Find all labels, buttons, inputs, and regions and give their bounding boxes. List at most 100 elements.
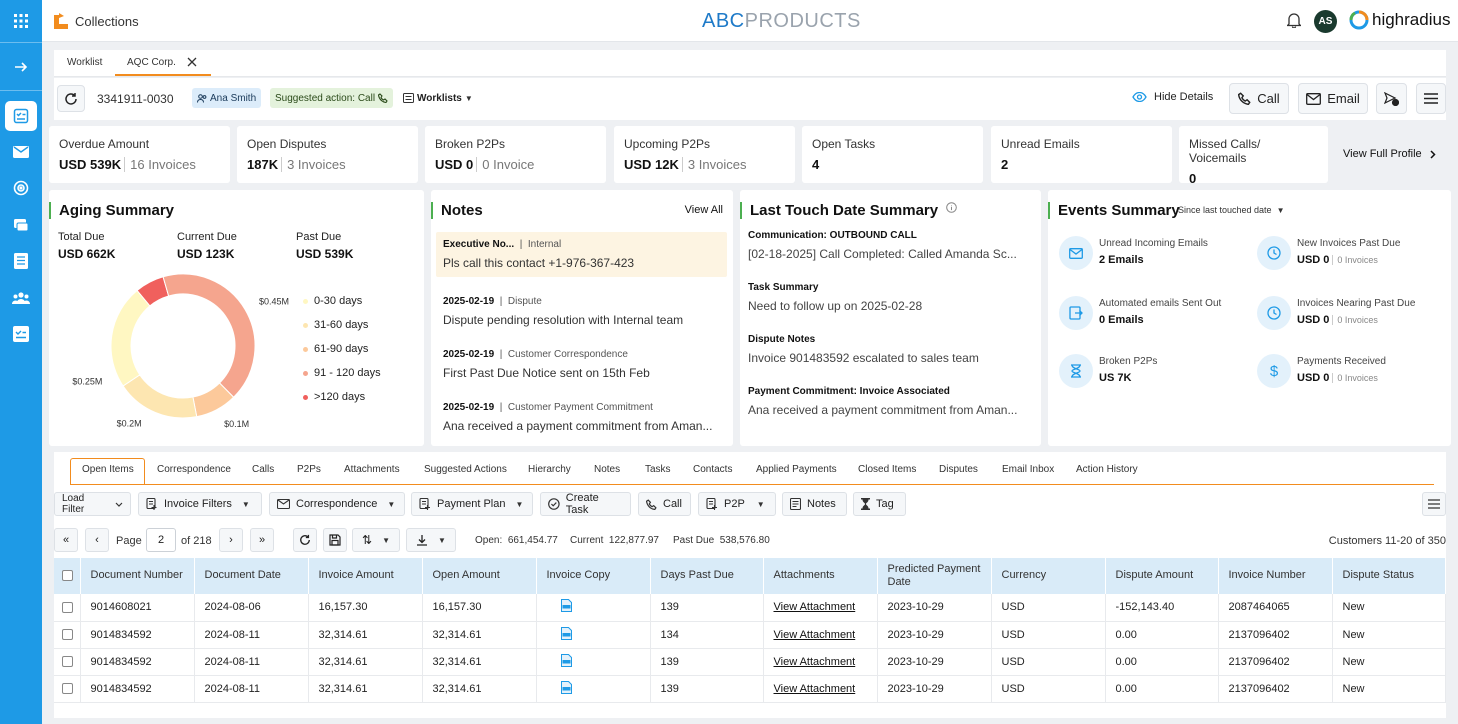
tab-tasks[interactable]: Tasks — [645, 464, 671, 475]
tab-open-items[interactable]: Open Items — [82, 464, 134, 475]
tab-email-inbox[interactable]: Email Inbox — [1002, 464, 1055, 475]
table-row[interactable]: 9014834592 2024-08-11 32,314.61 32,314.61 13… — [54, 621, 1446, 649]
col-open-amount[interactable]: Open Amount — [422, 558, 537, 594]
col-invoice-number[interactable]: Invoice Number — [1218, 558, 1333, 594]
tab-suggested-actions[interactable]: Suggested Actions — [424, 464, 507, 475]
prev-page-button[interactable]: ‹ — [85, 528, 109, 552]
col-attachments[interactable]: Attachments — [763, 558, 878, 594]
sidebar-team-icon[interactable] — [5, 283, 37, 313]
events-filter-dropdown[interactable]: Since last touched date ▼ — [1178, 205, 1285, 215]
col-dispute-status[interactable]: Dispute Status — [1332, 558, 1446, 594]
tab-applied-payments[interactable]: Applied Payments — [756, 464, 837, 475]
call-button[interactable]: Call — [1229, 83, 1289, 114]
kpi-open-tasks[interactable]: Open Tasks 4 — [802, 126, 983, 183]
toolbar-call-button[interactable]: Call — [638, 492, 691, 516]
view-attachment-link[interactable]: View Attachment — [773, 601, 856, 614]
row-checkbox[interactable] — [62, 656, 73, 668]
menu-button[interactable] — [1416, 83, 1446, 114]
kpi-overdue-amount[interactable]: Overdue Amount USD 539K 16 Invoices — [49, 126, 230, 183]
invoice-filters-button[interactable]: Invoice Filters ▼ — [138, 492, 262, 516]
expand-arrow-icon[interactable] — [5, 52, 37, 82]
col-document-number[interactable]: Document Number — [80, 558, 195, 594]
pdf-icon[interactable] — [560, 653, 572, 670]
tab-disputes[interactable]: Disputes — [939, 464, 978, 475]
tab-closed-items[interactable]: Closed Items — [858, 464, 917, 475]
col-predicted-payment-date[interactable]: Predicted Payment Date — [877, 558, 992, 594]
sidebar-item-worklist[interactable] — [5, 101, 37, 131]
kpi-missed-calls[interactable]: Missed Calls/ Voicemails 0 — [1179, 126, 1328, 186]
payment-plan-button[interactable]: Payment Plan ▼ — [411, 492, 533, 516]
p2p-button[interactable]: P2P ▼ — [698, 492, 776, 516]
kpi-upcoming-p2ps[interactable]: Upcoming P2Ps USD 12K 3 Invoices — [614, 126, 795, 183]
tab-worklist[interactable]: Worklist — [67, 57, 103, 68]
tab-aqc-corp[interactable]: AQC Corp. — [127, 57, 176, 68]
tab-hierarchy[interactable]: Hierarchy — [528, 464, 571, 475]
note-item[interactable]: Executive No... | Internal Pls call this… — [443, 239, 733, 270]
table-menu-button[interactable] — [1422, 492, 1446, 516]
row-checkbox[interactable] — [62, 683, 73, 695]
sidebar-tasks-icon[interactable] — [5, 319, 37, 349]
page-input[interactable]: 2 — [146, 528, 176, 552]
table-row[interactable]: 9014608021 2024-08-06 16,157.30 16,157.30 13… — [54, 594, 1446, 622]
note-item[interactable]: 2025-02-19 | Customer Payment Commitment… — [443, 402, 733, 433]
create-task-button[interactable]: Create Task — [540, 492, 631, 516]
view-attachment-link[interactable]: View Attachment — [773, 628, 856, 641]
download-button[interactable]: ▼ — [406, 528, 456, 552]
load-filter-dropdown[interactable]: Load Filter — [54, 492, 131, 516]
col-invoice-amount[interactable]: Invoice Amount — [308, 558, 423, 594]
owner-chip[interactable]: Ana Smith — [192, 88, 262, 108]
col-dispute-amount[interactable]: Dispute Amount — [1105, 558, 1219, 594]
col-days-past-due[interactable]: Days Past Due — [650, 558, 764, 594]
sidebar-mail-icon[interactable] — [5, 137, 37, 167]
apps-grid-icon[interactable] — [5, 6, 37, 36]
kpi-unread-emails[interactable]: Unread Emails 2 — [991, 126, 1172, 183]
view-full-profile-link[interactable]: View Full Profile — [1343, 148, 1436, 160]
correspondence-button[interactable]: Correspondence ▼ — [269, 492, 405, 516]
next-page-button[interactable]: › — [219, 528, 243, 552]
toolbar-notes-button[interactable]: Notes — [782, 492, 847, 516]
row-checkbox[interactable] — [62, 629, 73, 641]
sidebar-document-icon[interactable] — [5, 246, 37, 276]
tag-button[interactable]: Tag — [853, 492, 906, 516]
avatar[interactable]: AS — [1314, 10, 1337, 33]
close-tab-icon[interactable] — [187, 56, 197, 70]
donut-slice[interactable] — [122, 374, 198, 419]
donut-slice[interactable] — [110, 289, 151, 387]
table-row[interactable]: 9014834592 2024-08-11 32,314.61 32,314.61 13… — [54, 675, 1446, 703]
refresh-button[interactable] — [57, 85, 85, 112]
view-attachment-link[interactable]: View Attachment — [773, 682, 856, 695]
pdf-icon[interactable] — [560, 599, 572, 615]
note-item[interactable]: 2025-02-19 | Customer Correspondence Fir… — [443, 349, 733, 380]
col-invoice-copy[interactable]: Invoice Copy — [536, 558, 651, 594]
note-item[interactable]: 2025-02-19 | Dispute Dispute pending res… — [443, 296, 733, 327]
tab-p2ps[interactable]: P2Ps — [297, 464, 321, 475]
view-attachment-link[interactable]: View Attachment — [773, 655, 856, 668]
reload-table-button[interactable] — [293, 528, 317, 552]
donut-slice[interactable] — [162, 273, 256, 398]
suggested-action-chip[interactable]: Suggested action: Call — [270, 88, 394, 108]
tab-calls[interactable]: Calls — [252, 464, 275, 475]
info-icon[interactable] — [946, 202, 958, 213]
tab-attachments[interactable]: Attachments — [344, 464, 400, 475]
last-page-button[interactable]: » — [250, 528, 274, 552]
col-document-date[interactable]: Document Date — [194, 558, 309, 594]
worklists-dropdown[interactable]: Worklists ▼ — [398, 88, 478, 108]
kpi-open-disputes[interactable]: Open Disputes 187K 3 Invoices — [237, 126, 418, 183]
view-all-link[interactable]: View All — [684, 204, 723, 216]
col-currency[interactable]: Currency — [991, 558, 1106, 594]
select-all-checkbox[interactable] — [62, 570, 73, 581]
table-row[interactable]: 9014834592 2024-08-11 32,314.61 32,314.61 13… — [54, 648, 1446, 676]
sidebar-payments-icon[interactable] — [5, 210, 37, 240]
tab-contacts[interactable]: Contacts — [693, 464, 733, 475]
first-page-button[interactable]: « — [54, 528, 78, 552]
bell-icon[interactable] — [1285, 12, 1303, 31]
tab-notes[interactable]: Notes — [594, 464, 621, 475]
email-button[interactable]: Email — [1298, 83, 1368, 114]
tab-correspondence[interactable]: Correspondence — [157, 464, 231, 475]
save-button[interactable] — [323, 528, 347, 552]
sort-button[interactable]: ⇅ ▼ — [352, 528, 400, 552]
hide-details-button[interactable]: Hide Details — [1132, 91, 1213, 103]
pdf-icon[interactable] — [560, 626, 572, 643]
sidebar-target-icon[interactable] — [5, 173, 37, 203]
send-status-button[interactable] — [1376, 83, 1407, 114]
